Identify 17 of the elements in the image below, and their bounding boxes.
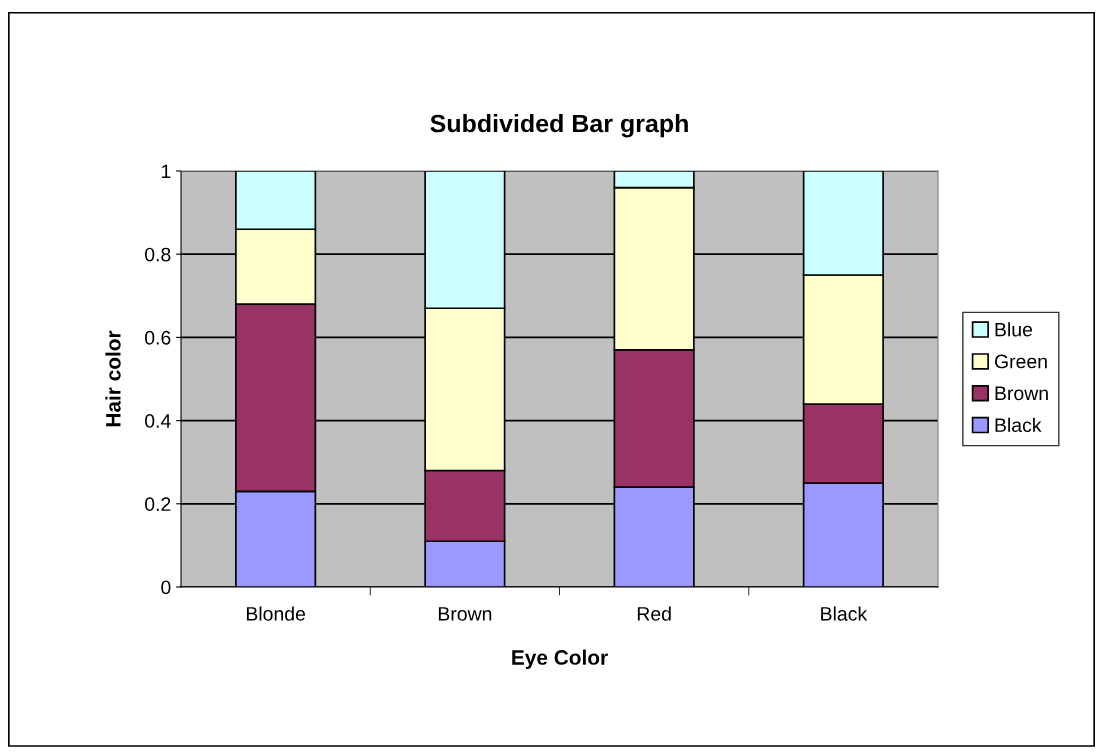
x-axis-title: Eye Color <box>512 649 608 669</box>
legend-label: Green <box>994 354 1047 369</box>
legend-label: Brown <box>995 386 1048 401</box>
x-tick-label: Brown <box>438 607 492 621</box>
y-tick-label: 0.2 <box>145 497 171 512</box>
y-tick-label: 1 <box>161 164 171 179</box>
x-tick-label: Black <box>821 606 868 621</box>
x-tick-label: Blonde <box>246 606 306 621</box>
y-tick-label: 0.8 <box>145 247 171 262</box>
y-tick-label: 0 <box>161 580 171 595</box>
x-tick-label: Red <box>637 606 671 621</box>
y-axis-title: Hair color <box>105 330 121 427</box>
y-tick-label: 0.4 <box>145 414 171 428</box>
legend-label: Blue <box>995 322 1033 337</box>
y-tick-label: 0.6 <box>145 330 171 345</box>
chart-title: Subdivided Bar graph <box>430 113 688 138</box>
legend-label: Black <box>995 417 1042 433</box>
